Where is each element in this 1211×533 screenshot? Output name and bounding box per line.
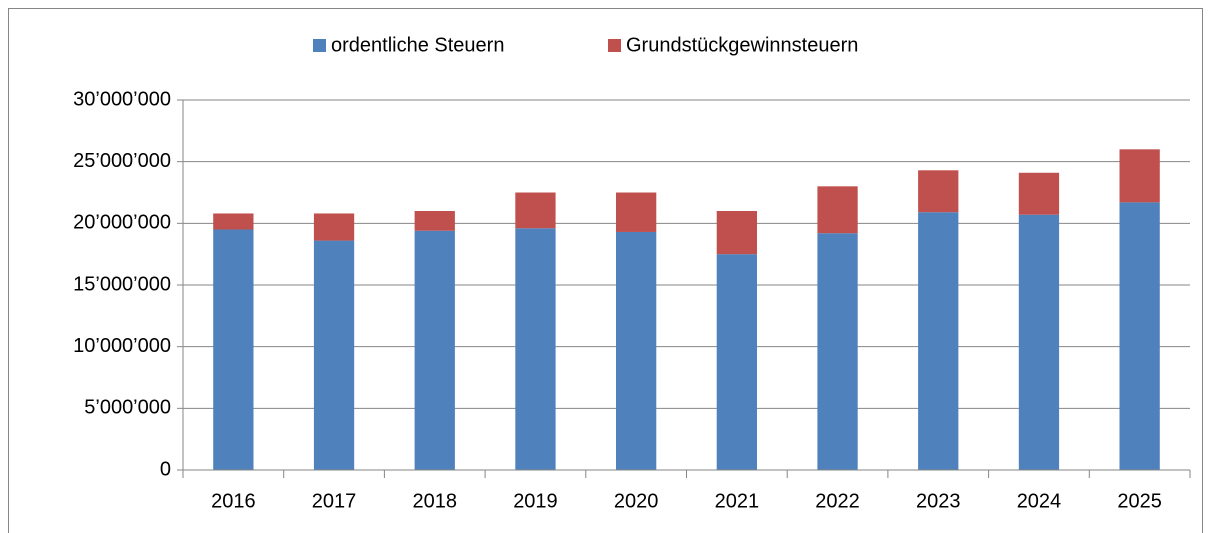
- y-tick-label: 30’000’000: [73, 88, 171, 110]
- y-tick-label: 20’000’000: [73, 212, 171, 234]
- x-tick-label: 2019: [513, 490, 558, 512]
- bar-segment: [1119, 149, 1160, 203]
- legend-swatch: [313, 39, 326, 52]
- x-tick-label: 2022: [815, 490, 860, 512]
- x-tick-label: 2017: [312, 490, 357, 512]
- y-tick-label: 0: [160, 458, 171, 480]
- y-tick-label: 5’000’000: [84, 397, 171, 419]
- legend-swatch: [608, 39, 621, 52]
- bar-segment: [918, 212, 959, 470]
- x-tick-label: 2025: [1117, 490, 1162, 512]
- x-tick-label: 2021: [715, 490, 760, 512]
- x-tick-label: 2023: [916, 490, 961, 512]
- bar-segment: [213, 229, 254, 470]
- bar-segment: [515, 192, 556, 229]
- legend-label: ordentliche Steuern: [331, 34, 504, 56]
- y-tick-label: 10’000’000: [73, 335, 171, 357]
- bar-segment: [414, 230, 455, 470]
- bar-segment: [918, 170, 959, 213]
- bar-segment: [817, 186, 858, 234]
- bar-segment: [716, 254, 757, 470]
- bar-segment: [616, 192, 657, 232]
- bar-segment: [716, 211, 757, 255]
- legend-label: Grundstückgewinnsteuern: [626, 34, 858, 56]
- x-tick-label: 2016: [211, 490, 256, 512]
- x-tick-label: 2024: [1017, 490, 1062, 512]
- bar-segment: [1018, 214, 1060, 470]
- x-tick-label: 2020: [614, 490, 659, 512]
- bar-segment: [1119, 202, 1160, 470]
- y-tick-label: 25’000’000: [73, 150, 171, 172]
- bar-segment: [1018, 172, 1060, 215]
- bar-segment: [213, 213, 254, 230]
- bar-segment: [414, 211, 455, 231]
- bar-segment: [817, 233, 858, 470]
- y-tick-label: 15’000’000: [73, 273, 171, 295]
- bar-segment: [616, 231, 657, 470]
- x-tick-label: 2018: [413, 490, 458, 512]
- bar-segment: [313, 213, 355, 241]
- bar-segment: [515, 228, 556, 470]
- bar-segment: [313, 240, 355, 470]
- chart-frame: [8, 8, 1203, 533]
